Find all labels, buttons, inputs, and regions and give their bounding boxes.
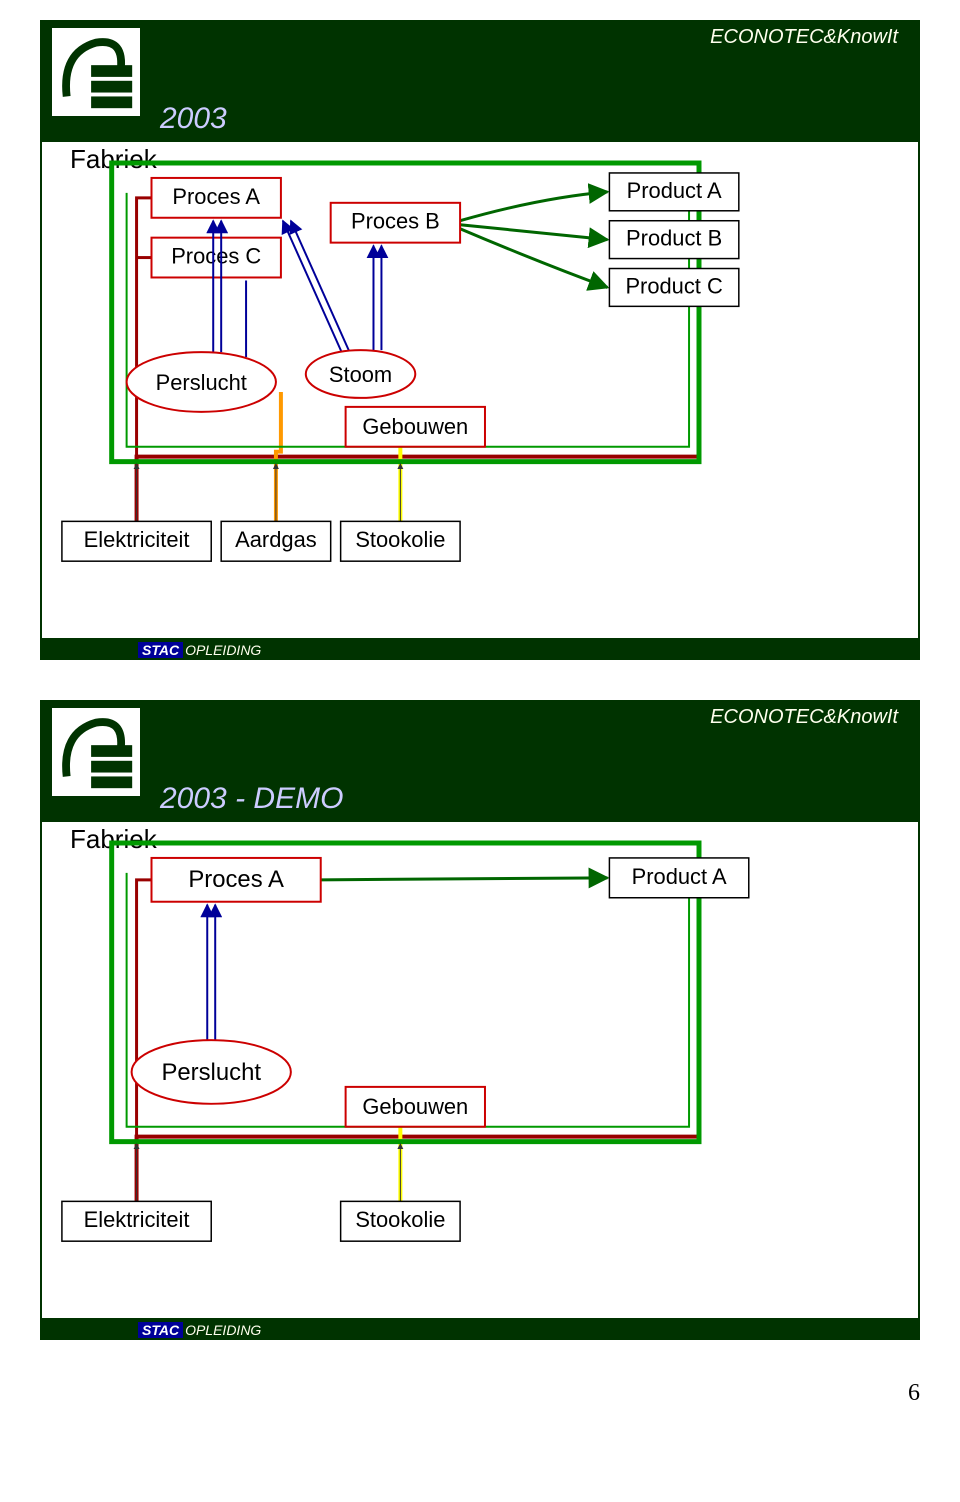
svg-text:Proces C: Proces C bbox=[171, 244, 261, 269]
stac-pill: STAC bbox=[138, 642, 183, 658]
svg-text:Product A: Product A bbox=[627, 178, 722, 203]
svg-text:Product B: Product B bbox=[626, 226, 722, 251]
svg-text:Product A: Product A bbox=[632, 864, 727, 889]
svg-text:Product C: Product C bbox=[625, 273, 722, 298]
footer-text: STACOPLEIDING bbox=[138, 1322, 261, 1338]
brand-label: ECONOTEC&KnowIt bbox=[710, 706, 898, 729]
footer-text: STACOPLEIDING bbox=[138, 642, 261, 658]
svg-text:Perslucht: Perslucht bbox=[156, 370, 247, 395]
svg-text:Elektriciteit: Elektriciteit bbox=[84, 1207, 190, 1232]
svg-text:Gebouwen: Gebouwen bbox=[362, 414, 468, 439]
slide-2003: ECONOTEC&KnowIt 2003 Fabriek bbox=[40, 20, 920, 660]
svg-text:Proces A: Proces A bbox=[172, 184, 260, 209]
stac-pill: STAC bbox=[138, 1322, 183, 1338]
brand-label: ECONOTEC&KnowIt bbox=[710, 26, 898, 49]
svg-text:Proces B: Proces B bbox=[351, 209, 440, 234]
diagram-1: Proces A Proces C Proces B Product A Pro… bbox=[42, 142, 918, 622]
footer-opleiding: OPLEIDING bbox=[185, 1322, 261, 1338]
slide-2003-demo: ECONOTEC&KnowIt 2003 - DEMO Fabriek bbox=[40, 700, 920, 1340]
logo bbox=[50, 706, 142, 798]
svg-text:Stookolie: Stookolie bbox=[355, 1207, 445, 1232]
logo bbox=[50, 26, 142, 118]
slide-title: 2003 bbox=[160, 102, 227, 136]
slide-title: 2003 - DEMO bbox=[160, 782, 343, 816]
footer-opleiding: OPLEIDING bbox=[185, 642, 261, 658]
svg-text:Elektriciteit: Elektriciteit bbox=[84, 527, 190, 552]
page-number: 6 bbox=[40, 1380, 920, 1407]
svg-text:Stookolie: Stookolie bbox=[355, 527, 445, 552]
svg-text:Perslucht: Perslucht bbox=[161, 1059, 261, 1086]
diagram-2: Proces A Product A Perslucht Gebouwen El… bbox=[42, 822, 918, 1302]
svg-text:Aardgas: Aardgas bbox=[235, 527, 317, 552]
svg-text:Gebouwen: Gebouwen bbox=[362, 1094, 468, 1119]
svg-text:Stoom: Stoom bbox=[329, 362, 392, 387]
svg-text:Proces A: Proces A bbox=[188, 866, 284, 893]
